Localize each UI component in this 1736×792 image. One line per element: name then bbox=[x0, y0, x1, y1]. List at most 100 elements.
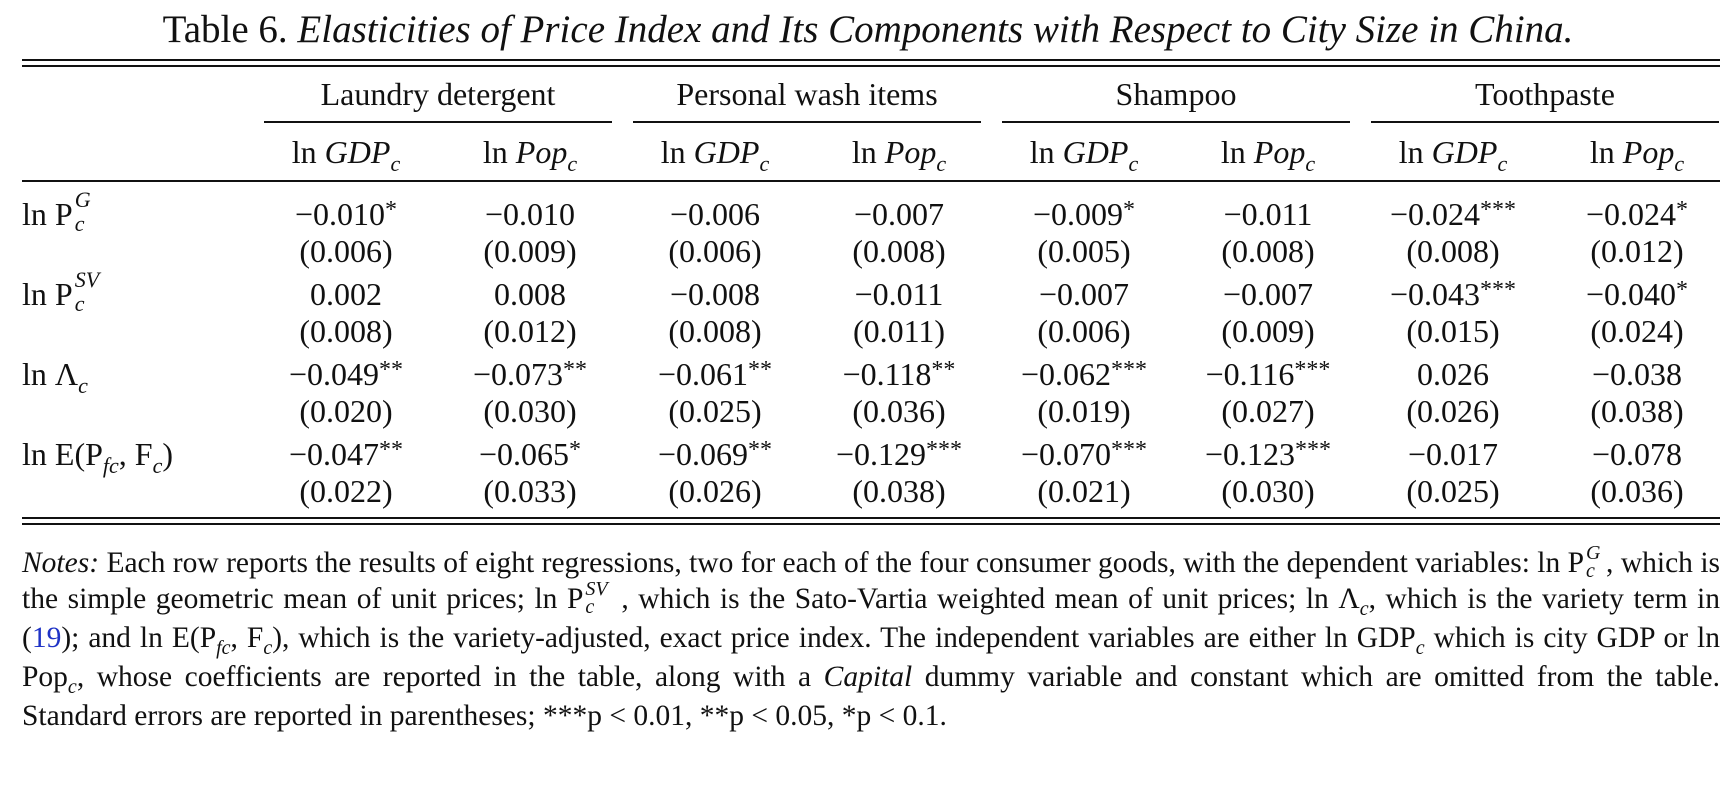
table-caption: Table 6. Elasticities of Price Index and… bbox=[0, 4, 1736, 56]
bottom-rule-1 bbox=[22, 517, 1720, 519]
standard-error-cell: (0.036) bbox=[852, 393, 946, 429]
notes-capital-em: Capital bbox=[823, 661, 913, 693]
standard-error-cell: (0.012) bbox=[1590, 233, 1684, 269]
standard-error-cell: (0.036) bbox=[1590, 473, 1684, 509]
notes-sub-8: c bbox=[67, 676, 77, 698]
coefficient-cell: −0.011 bbox=[1223, 196, 1313, 232]
standard-error-cell: (0.030) bbox=[483, 393, 577, 429]
notes-sup-2: SV bbox=[585, 578, 608, 600]
bottom-rule-2 bbox=[22, 523, 1720, 525]
standard-error-cell: (0.020) bbox=[299, 393, 393, 429]
notes-sub-3: c bbox=[1359, 598, 1369, 620]
standard-error-cell: (0.005) bbox=[1037, 233, 1131, 269]
coefficient-cell: −0.129*** bbox=[835, 436, 963, 472]
notes-text-7: ), which is the variety-adjusted, exact … bbox=[272, 622, 1416, 654]
coefficient-cell: −0.040* bbox=[1585, 276, 1689, 312]
coefficient-cell: −0.024* bbox=[1585, 196, 1689, 232]
coefficient-cell: −0.047** bbox=[288, 436, 404, 472]
standard-error-cell: (0.006) bbox=[1037, 313, 1131, 349]
notes-text-1: Each row reports the results of eight re… bbox=[106, 547, 1585, 579]
notes-text-2: , which is the simple geometric mean of … bbox=[22, 547, 1720, 615]
notes-sub-5: fc bbox=[216, 637, 231, 659]
coefficient-cell: −0.010 bbox=[484, 196, 576, 232]
standard-error-cell: (0.008) bbox=[1221, 233, 1315, 269]
caption-label: Table 6. bbox=[162, 8, 288, 51]
column-header-ln-pop: ln Popc bbox=[1589, 134, 1685, 176]
coefficient-cell: −0.007 bbox=[1222, 276, 1314, 312]
equation-ref-link[interactable]: 19 bbox=[31, 622, 62, 654]
coefficient-cell: −0.069** bbox=[657, 436, 773, 472]
top-rule-2 bbox=[22, 65, 1720, 67]
coefficient-cell: −0.007 bbox=[853, 196, 945, 232]
coefficient-cell: −0.007 bbox=[1038, 276, 1130, 312]
row-label-4: ln E(Pfc, Fc) bbox=[22, 436, 173, 478]
notes-sub-2: c bbox=[585, 596, 595, 618]
group-header-shampoo: Shampoo bbox=[1115, 76, 1237, 112]
group-underline-shampoo bbox=[1002, 121, 1350, 123]
column-header-ln-gdp: ln GDPc bbox=[1398, 134, 1508, 176]
coefficient-cell: 0.002 bbox=[310, 276, 382, 312]
standard-error-cell: (0.025) bbox=[1406, 473, 1500, 509]
notes-text-6: , F bbox=[230, 622, 264, 654]
group-underline-toothpaste bbox=[1371, 121, 1719, 123]
notes-text-3: , which is the Sato-Vartia weighted mean… bbox=[621, 583, 1360, 615]
notes-text-5: ); and ln E(P bbox=[61, 622, 217, 654]
table-notes: Notes: Each row reports the results of e… bbox=[22, 542, 1721, 734]
standard-error-cell: (0.019) bbox=[1037, 393, 1131, 429]
standard-error-cell: (0.025) bbox=[668, 393, 762, 429]
group-header-laundry: Laundry detergent bbox=[320, 76, 556, 112]
standard-error-cell: (0.006) bbox=[668, 233, 762, 269]
notes-label: Notes: bbox=[22, 547, 100, 579]
notes-text-10: dummy variable and constant which are om… bbox=[22, 661, 1720, 732]
standard-error-cell: (0.008) bbox=[668, 313, 762, 349]
notes-sub-7: c bbox=[1415, 637, 1425, 659]
coefficient-cell: −0.073** bbox=[472, 356, 588, 392]
standard-error-cell: (0.026) bbox=[668, 473, 762, 509]
notes-text-9: , whose coefficients are reported in the… bbox=[76, 661, 824, 693]
notes-sup-1: G bbox=[1586, 542, 1601, 564]
coefficient-cell: −0.010* bbox=[294, 196, 398, 232]
standard-error-cell: (0.024) bbox=[1590, 313, 1684, 349]
standard-error-cell: (0.009) bbox=[483, 233, 577, 269]
notes-text-4: , which is the variety term in ( bbox=[22, 583, 1721, 654]
notes-sub-1: c bbox=[1586, 560, 1595, 582]
column-header-ln-pop: ln Popc bbox=[482, 134, 578, 176]
coefficient-cell: 0.008 bbox=[494, 276, 566, 312]
coefficient-cell: −0.070*** bbox=[1020, 436, 1148, 472]
row-label-2: ln P SV c bbox=[22, 267, 100, 316]
standard-error-cell: (0.015) bbox=[1406, 313, 1500, 349]
coefficient-cell: −0.061** bbox=[657, 356, 773, 392]
coefficient-cell: −0.008 bbox=[669, 276, 761, 312]
column-header-ln-gdp: ln GDPc bbox=[1029, 134, 1139, 176]
header-rule bbox=[22, 180, 1720, 182]
standard-error-cell: (0.008) bbox=[299, 313, 393, 349]
coefficient-cell: −0.116*** bbox=[1205, 356, 1331, 392]
column-header-ln-pop: ln Popc bbox=[1220, 134, 1316, 176]
coefficient-cell: −0.118** bbox=[842, 356, 956, 392]
coefficient-cell: −0.065* bbox=[478, 436, 582, 472]
group-header-personal-wash: Personal wash items bbox=[676, 76, 938, 112]
coefficient-cell: −0.062*** bbox=[1020, 356, 1148, 392]
standard-error-cell: (0.022) bbox=[299, 473, 393, 509]
standard-error-cell: (0.006) bbox=[299, 233, 393, 269]
coefficient-cell: −0.078 bbox=[1591, 436, 1683, 472]
standard-error-cell: (0.033) bbox=[483, 473, 577, 509]
standard-error-cell: (0.011) bbox=[852, 313, 946, 349]
coefficient-cell: −0.038 bbox=[1591, 356, 1683, 392]
coefficient-cell: −0.009* bbox=[1032, 196, 1136, 232]
standard-error-cell: (0.026) bbox=[1406, 393, 1500, 429]
standard-error-cell: (0.038) bbox=[852, 473, 946, 509]
standard-error-cell: (0.008) bbox=[1406, 233, 1500, 269]
standard-error-cell: (0.008) bbox=[852, 233, 946, 269]
group-underline-laundry bbox=[264, 121, 612, 123]
group-header-toothpaste: Toothpaste bbox=[1475, 76, 1615, 112]
standard-error-cell: (0.009) bbox=[1221, 313, 1315, 349]
notes-sub-6: c bbox=[263, 637, 273, 659]
coefficient-cell: 0.026 bbox=[1417, 356, 1489, 392]
standard-error-cell: (0.021) bbox=[1037, 473, 1131, 509]
coefficient-cell: −0.017 bbox=[1407, 436, 1499, 472]
standard-error-cell: (0.030) bbox=[1221, 473, 1315, 509]
coefficient-cell: −0.011 bbox=[854, 276, 944, 312]
